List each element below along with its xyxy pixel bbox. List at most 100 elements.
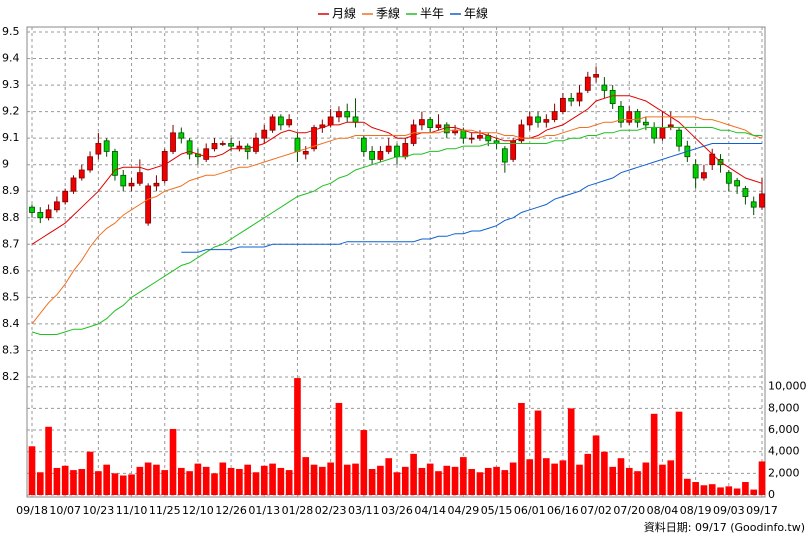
- volume-bar: [426, 463, 434, 495]
- candle-body: [634, 111, 641, 123]
- candle-body: [203, 148, 210, 160]
- legend-label: 季線: [376, 6, 400, 21]
- y-tick-label: 8.2: [2, 370, 20, 383]
- volume-bar: [153, 464, 160, 495]
- candle-body: [560, 97, 566, 113]
- candle-body: [219, 143, 226, 145]
- volume-bar: [700, 485, 708, 495]
- candle-body: [759, 193, 765, 208]
- volume-bar: [86, 451, 94, 495]
- candle-body: [435, 124, 442, 128]
- x-tick-label: 07/02: [580, 504, 612, 517]
- candle-body: [53, 201, 60, 211]
- x-tick-label: 08/04: [647, 504, 679, 517]
- y-tick-label: 8.9: [2, 184, 20, 197]
- candle-body: [294, 137, 301, 152]
- candle-body: [360, 137, 367, 152]
- volume-bar: [750, 489, 758, 495]
- candle-body: [336, 111, 342, 118]
- volume-bar: [733, 488, 741, 495]
- candle-body: [103, 140, 110, 152]
- x-tick-label: 05/15: [481, 504, 513, 517]
- candle-body: [568, 97, 575, 102]
- volume-bar: [617, 458, 625, 495]
- candle-body: [460, 129, 467, 139]
- volume-bar: [302, 457, 310, 495]
- volume-bar: [202, 466, 210, 495]
- x-tick-label: 06/01: [514, 504, 546, 517]
- candle-body: [178, 132, 185, 139]
- volume-bar: [227, 467, 235, 495]
- volume-bar: [484, 467, 492, 495]
- footnote: 資料日期: 09/17 (Goodinfo.tw): [644, 520, 805, 534]
- candle-body: [701, 172, 707, 179]
- legend-label: 年線: [464, 6, 488, 21]
- candle-body: [62, 190, 69, 203]
- y-tick-label: 9.1: [2, 131, 20, 144]
- volume-bar: [675, 411, 683, 495]
- volume-bar: [667, 460, 675, 495]
- candle-body: [642, 121, 649, 126]
- volume-bar: [518, 402, 525, 495]
- x-tick-label: 11/25: [149, 504, 181, 517]
- volume-bar: [609, 466, 616, 495]
- x-tick-label: 06/16: [547, 504, 579, 517]
- x-tick-label: 04/14: [414, 504, 446, 517]
- volume-bar: [28, 446, 36, 495]
- volume-bar: [178, 467, 185, 495]
- x-tick-label: 10/23: [83, 504, 115, 517]
- volume-bar: [252, 472, 260, 495]
- candle-body: [535, 116, 541, 123]
- volume-bar: [692, 482, 699, 495]
- candle-body: [750, 201, 757, 208]
- candle-body: [128, 182, 135, 187]
- candle-body: [601, 84, 608, 91]
- volume-tick-label: 6,000: [768, 423, 800, 436]
- volume-bar: [277, 467, 285, 495]
- volume-bar: [111, 473, 119, 495]
- x-tick-label: 09/17: [746, 504, 778, 517]
- volume-bar: [360, 430, 368, 495]
- candle-body: [402, 143, 409, 158]
- volume-bar: [559, 460, 567, 495]
- x-tick-label: 01/13: [248, 504, 280, 517]
- candle-body: [211, 143, 218, 150]
- volume-bar: [418, 467, 426, 495]
- candle-body: [659, 127, 666, 139]
- candle-body: [468, 137, 475, 140]
- volume-bar: [684, 478, 691, 495]
- volume-tick-label: 2,000: [768, 466, 800, 479]
- volume-bar: [659, 464, 666, 495]
- candle-body: [136, 172, 143, 184]
- candle-body: [626, 111, 633, 123]
- candle-body: [253, 137, 259, 152]
- volume-tick-label: 8,000: [768, 401, 800, 414]
- volume-bar: [708, 484, 716, 495]
- candle-body: [576, 92, 583, 102]
- volume-bar: [236, 469, 243, 495]
- volume-bar: [128, 474, 135, 495]
- volume-bar: [144, 462, 152, 495]
- candle-body: [377, 151, 384, 160]
- y-tick-label: 9.2: [2, 105, 20, 118]
- candle-body: [725, 172, 732, 184]
- volume-bar: [509, 462, 517, 495]
- volume-bar: [634, 471, 641, 495]
- volume-bar: [310, 464, 318, 495]
- candle-body: [228, 143, 234, 147]
- candle-body: [87, 156, 93, 171]
- candle-body: [145, 185, 152, 224]
- ma-line: [181, 143, 762, 253]
- x-tick-label: 03/26: [381, 504, 413, 517]
- y-tick-label: 9.4: [2, 52, 20, 65]
- candle-body: [410, 124, 417, 144]
- volume-bar: [211, 473, 218, 495]
- candle-body: [161, 151, 168, 182]
- y-tick-label: 8.4: [2, 317, 20, 330]
- volume-bar: [443, 465, 451, 495]
- volume-bar: [642, 462, 650, 495]
- volume-bar: [45, 426, 52, 495]
- ma-line: [31, 116, 763, 325]
- volume-bar: [543, 458, 550, 495]
